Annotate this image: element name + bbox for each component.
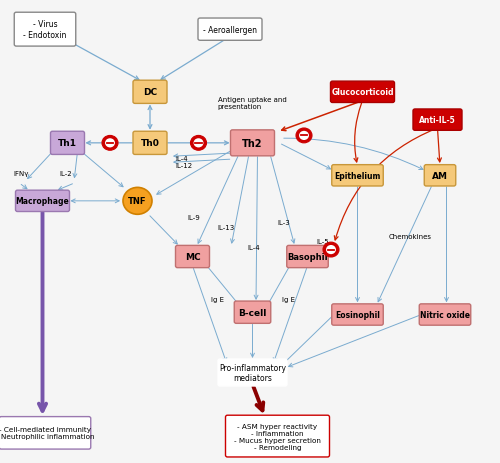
Text: Eosinophil: Eosinophil	[335, 310, 380, 319]
Text: Epithelium: Epithelium	[334, 171, 380, 181]
Text: Ig E: Ig E	[282, 297, 296, 302]
Text: - ASM hyper reactivity
- Inflammation
- Mucus hyper secretion
- Remodeling: - ASM hyper reactivity - Inflammation - …	[234, 423, 321, 450]
Text: Pro-inflammatory
mediators: Pro-inflammatory mediators	[219, 363, 286, 382]
Text: IL-5: IL-5	[316, 239, 329, 244]
FancyBboxPatch shape	[176, 246, 210, 268]
FancyBboxPatch shape	[133, 132, 167, 155]
Text: Anti-IL-5: Anti-IL-5	[419, 116, 456, 125]
FancyBboxPatch shape	[419, 304, 471, 325]
Text: Th2: Th2	[242, 138, 263, 149]
FancyBboxPatch shape	[16, 191, 70, 212]
Text: - Aeroallergen: - Aeroallergen	[203, 25, 257, 35]
Circle shape	[105, 139, 115, 148]
Text: IFNγ: IFNγ	[13, 171, 28, 177]
FancyBboxPatch shape	[0, 417, 91, 449]
Text: - Cell-mediated immunity
- Neutrophilic inflammation: - Cell-mediated immunity - Neutrophilic …	[0, 426, 94, 439]
Text: Antigen uptake and
presentation: Antigen uptake and presentation	[218, 96, 286, 109]
FancyBboxPatch shape	[287, 246, 328, 268]
Text: Macrophage: Macrophage	[16, 197, 70, 206]
Text: TNF: TNF	[128, 197, 147, 206]
Text: Th1: Th1	[58, 139, 77, 148]
Text: Glucocorticoid: Glucocorticoid	[331, 88, 394, 97]
FancyBboxPatch shape	[332, 165, 384, 187]
Text: MC: MC	[184, 252, 200, 262]
Circle shape	[194, 139, 203, 148]
FancyBboxPatch shape	[424, 165, 456, 187]
Text: IL-4: IL-4	[248, 245, 260, 250]
Text: IL-4: IL-4	[175, 156, 188, 161]
Circle shape	[326, 245, 336, 255]
Text: IL-12: IL-12	[175, 163, 192, 168]
FancyBboxPatch shape	[413, 110, 462, 131]
Text: B-cell: B-cell	[238, 308, 266, 317]
FancyBboxPatch shape	[226, 415, 330, 457]
FancyBboxPatch shape	[133, 81, 167, 104]
Text: IL-13: IL-13	[218, 225, 235, 231]
Text: Chemokines: Chemokines	[388, 233, 432, 239]
FancyBboxPatch shape	[14, 13, 76, 47]
FancyBboxPatch shape	[330, 82, 394, 103]
Text: IL-9: IL-9	[188, 215, 200, 220]
Text: IL-3: IL-3	[278, 219, 290, 225]
FancyBboxPatch shape	[50, 132, 84, 155]
Text: DC: DC	[143, 88, 157, 97]
Circle shape	[102, 136, 118, 151]
Circle shape	[190, 136, 206, 151]
Circle shape	[299, 131, 309, 141]
Circle shape	[123, 188, 152, 215]
FancyBboxPatch shape	[332, 304, 384, 325]
Text: Ig E: Ig E	[211, 297, 224, 302]
Text: - Virus
- Endotoxin: - Virus - Endotoxin	[24, 20, 66, 40]
Text: Basophil: Basophil	[287, 252, 328, 262]
FancyBboxPatch shape	[198, 19, 262, 41]
FancyBboxPatch shape	[230, 131, 274, 156]
FancyBboxPatch shape	[218, 359, 287, 386]
Text: IL-2: IL-2	[59, 171, 72, 177]
Circle shape	[296, 129, 312, 144]
Circle shape	[323, 243, 339, 257]
Text: Nitric oxide: Nitric oxide	[420, 310, 470, 319]
Text: AM: AM	[432, 171, 448, 181]
Text: Th0: Th0	[140, 139, 160, 148]
FancyBboxPatch shape	[234, 301, 271, 324]
